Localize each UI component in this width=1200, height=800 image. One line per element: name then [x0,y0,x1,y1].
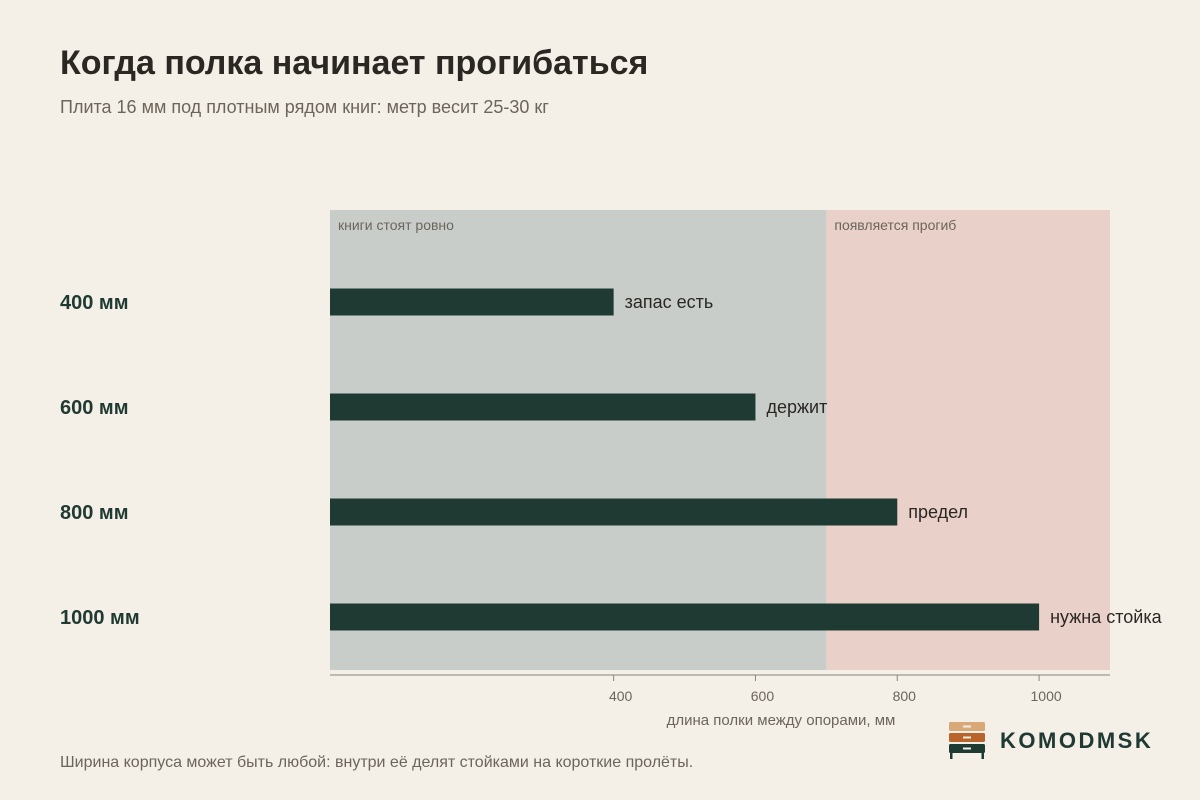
zone-label: книги стоят ровно [338,217,454,233]
bar-label: предел [908,502,968,522]
bar [330,288,614,316]
brand-name: KOMODMSK [1000,728,1154,753]
category-label: 600 мм [60,397,129,419]
x-axis-title: длина полки между опорами, мм [667,712,896,729]
chart-subtitle: Плита 16 мм под плотным рядом книг: метр… [60,97,549,117]
bar [330,498,898,526]
zones-layer: книги стоят ровно появляется прогиб [330,210,1110,670]
category-label: 400 мм [60,292,129,314]
category-label: 800 мм [60,502,129,524]
bar-label: нужна стойка [1050,607,1163,627]
bar [330,393,756,421]
chart-title: Когда полка начинает прогибаться [60,44,649,82]
bar [330,603,1040,631]
x-tick-label: 600 [751,688,775,704]
footnote: Ширина корпуса может быть любой: внутри … [60,754,694,771]
x-tick-label: 400 [609,688,633,704]
bars-layer: 400 мм запас есть 600 мм держит 800 мм предел… [60,288,1163,631]
zone-sag [826,210,1110,670]
bar-label: запас есть [625,292,714,312]
category-label: 1000 мм [60,607,140,629]
brand-logo: KOMODMSK [948,721,1153,761]
bar-label: держит [766,397,827,417]
dresser-icon [949,722,985,759]
zone-ok [330,210,827,670]
x-tick-label: 800 [893,688,917,704]
x-axis: 400 600 800 1000 длина полки между опорами, … [330,674,1110,729]
x-tick-label: 1000 [1031,688,1062,704]
zone-label: появляется прогиб [834,217,956,233]
